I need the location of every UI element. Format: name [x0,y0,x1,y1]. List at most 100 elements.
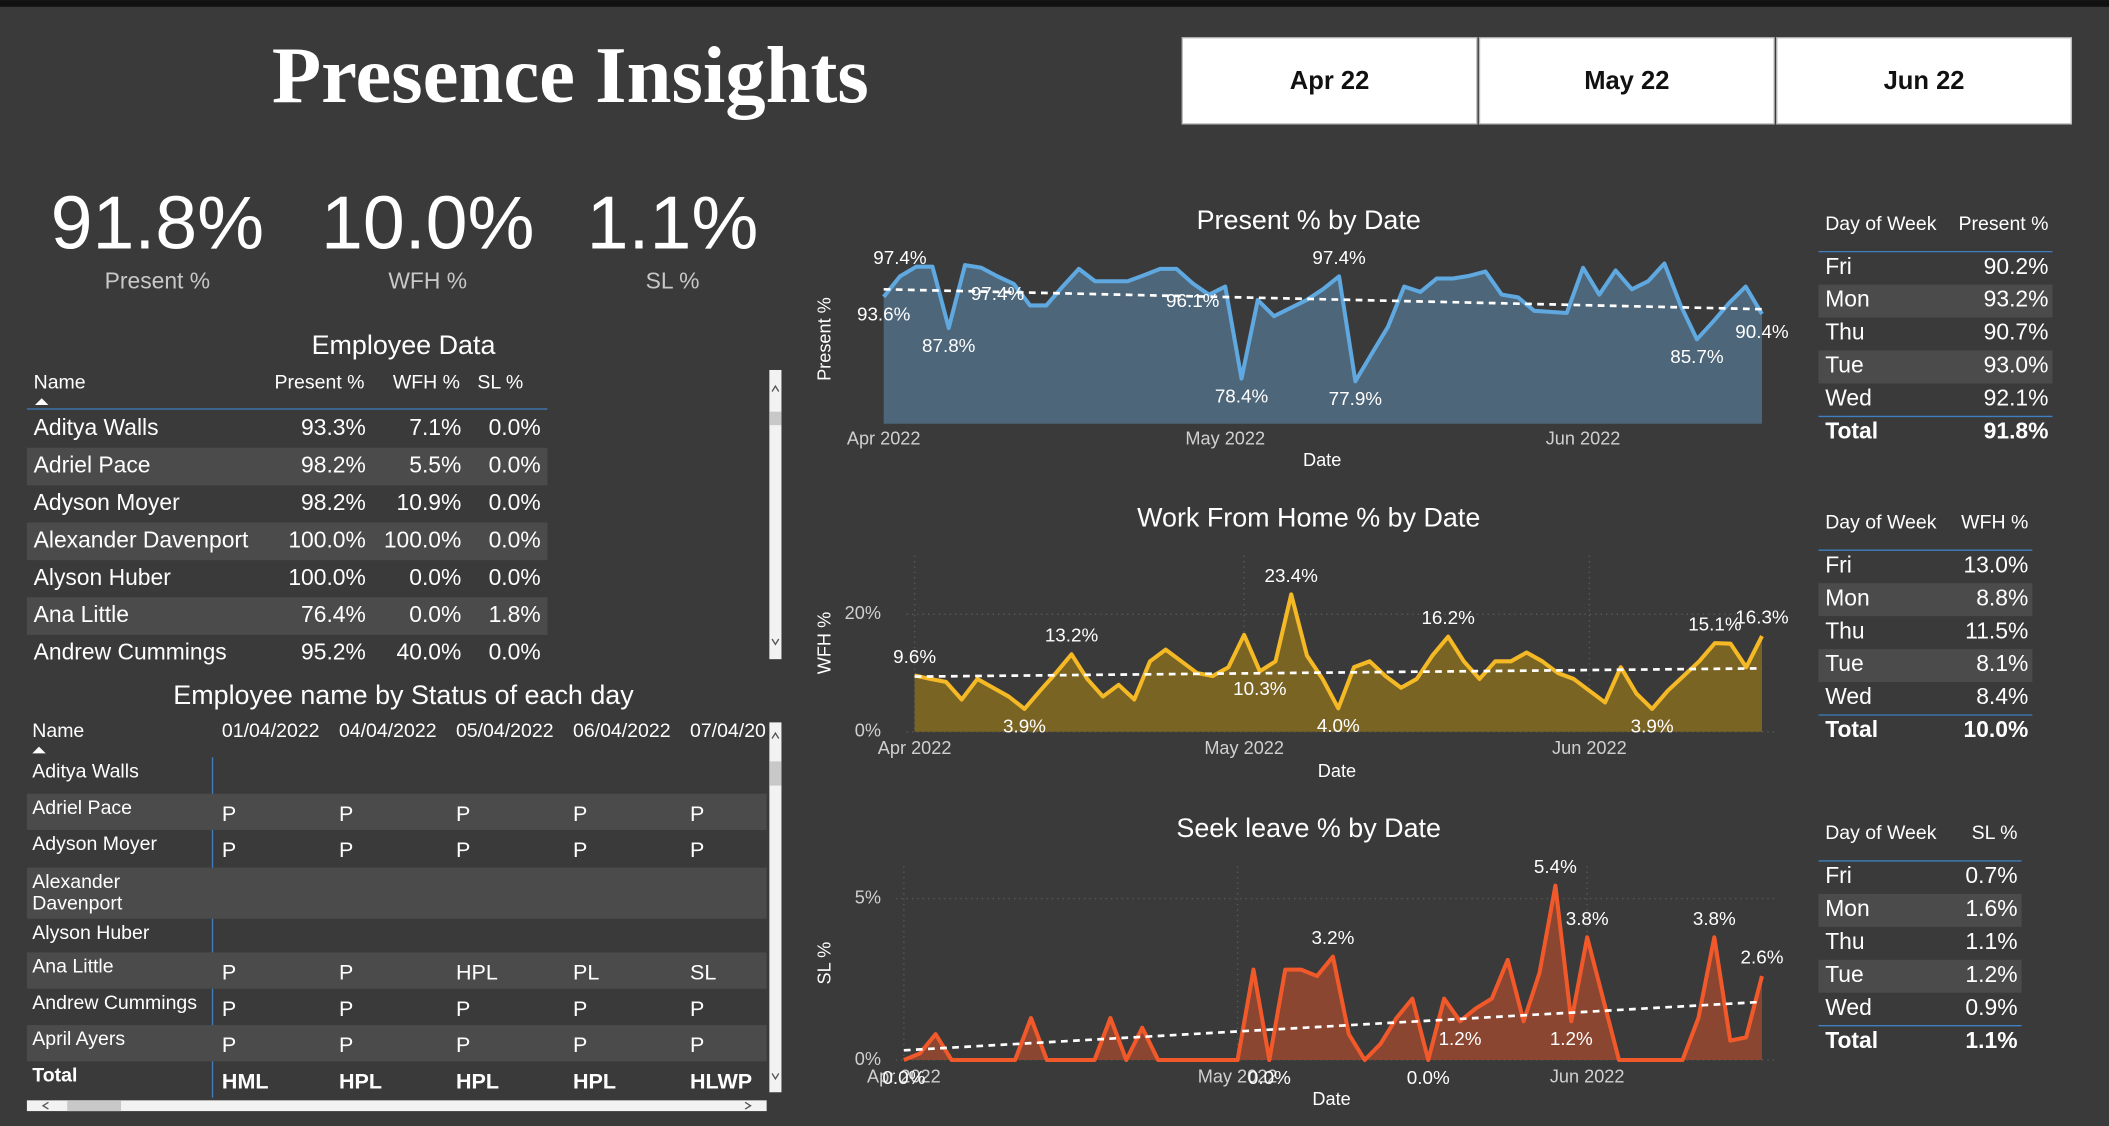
status-cell: P [456,1033,470,1057]
data-label: 13.2% [1045,625,1099,646]
row-band [1818,583,2033,617]
scroll-right[interactable] [744,1101,752,1110]
row-name-text: Aditya Walls [32,761,139,783]
kpi-value: 91.8% [51,181,265,265]
scrollbar[interactable] [769,369,782,660]
status-total: HML [222,1070,269,1094]
y-axis-label: SL % [815,942,835,985]
slicer-button[interactable] [1181,37,1478,125]
cell: 5.5% [409,452,461,478]
cell: 98.2% [301,489,366,515]
chart-title: Work From Home % by Date [1137,502,1480,532]
data-label: 3.2% [1311,927,1354,948]
data-label: 23.4% [1265,565,1319,586]
area [883,263,1762,424]
scroll-up[interactable] [771,384,780,392]
cell: Tue [1825,352,1864,378]
column-header: 06/04/2022 [573,720,671,742]
scrollbar[interactable] [769,722,782,1093]
row-band [26,1025,767,1062]
cell: Fri [1825,862,1852,888]
cell: 10.9% [397,489,462,515]
y-tick-label: 5% [855,887,881,907]
y-tick-label: 20% [845,603,881,623]
data-label: 16.2% [1421,607,1475,628]
line [914,592,1764,711]
row-name-text: Ana Little [32,956,114,978]
row-name: Andrew Cummings [32,992,198,1015]
column-header: Present % [275,372,365,394]
h-scroll-thumb[interactable] [67,1100,122,1112]
cell: 90.7% [1984,319,2049,345]
trend-line [903,1000,1763,1052]
cell: Thu [1825,319,1864,345]
scroll-down[interactable] [771,1073,780,1081]
row-name: Adyson Moyer [32,834,157,856]
data-label: 15.1% [1688,614,1742,635]
data-label: 1.2% [1550,1028,1593,1049]
data-label: 3.9% [1631,716,1674,737]
cell: 100.0% [384,526,462,552]
data-label: 2.6% [1741,947,1784,968]
scroll-down[interactable] [771,638,780,646]
status-cell: P [573,1033,587,1057]
column-header: SL % [1972,822,2018,844]
status-total: HPL [456,1070,499,1094]
status-cell: PL [573,961,599,985]
data-label: 78.4% [1215,385,1269,406]
cell: Thu [1825,928,1864,954]
cell: 8.1% [1976,650,2028,676]
x-tick-label: Apr 2022 [878,738,952,758]
row-band [26,447,548,486]
row-name-text: Andrew Cummings [32,992,198,1015]
cell: 93.0% [1984,352,2049,378]
cell: 0.0% [409,564,461,590]
data-label: 16.3% [1735,607,1789,628]
cell: Fri [1825,551,1852,577]
x-axis-label: Date [1312,1089,1350,1109]
row-band [1818,649,2033,683]
data-label: 9.6% [893,646,936,667]
scroll-up[interactable] [771,731,780,739]
data-label: 3.9% [1003,716,1046,737]
cell: 100.0% [288,526,366,552]
column-header: 07/04/20 [690,720,766,742]
chart-title: Seek leave % by Date [1176,813,1441,843]
total-label: Total [1825,716,1878,742]
cell: 0.9% [1965,994,2017,1020]
area [914,594,1762,732]
cell: 1.2% [1965,961,2017,987]
x-axis-label: Date [1303,450,1341,470]
scroll-left[interactable] [41,1101,49,1110]
trend-line [914,667,1762,678]
status-cell: P [690,802,704,826]
data-label: 0.0% [1407,1067,1450,1088]
total-label: Total [1825,1027,1878,1053]
cell: 11.5% [1965,617,2028,643]
column-header: 04/04/2022 [339,720,437,742]
scroll-thumb[interactable] [769,411,782,426]
top-bar [0,0,2109,7]
cell: 1.8% [489,601,541,627]
data-label: 0.0% [882,1067,925,1088]
slicer-button[interactable] [1776,37,2073,125]
data-label: 93.6% [857,304,911,325]
x-tick-label: May 2022 [1185,429,1265,449]
data-label: 3.8% [1693,908,1736,929]
row-band [26,793,767,830]
cell: 40.0% [397,639,462,665]
status-cell: P [339,1033,353,1057]
cell: Alyson Huber [34,564,172,590]
cell: 95.2% [301,639,366,665]
status-cell: P [339,838,353,862]
slicer-button[interactable] [1478,37,1775,125]
data-label: 4.0% [1317,715,1360,736]
x-tick-label: Jun 2022 [1552,738,1627,758]
row-name: April Ayers [32,1029,125,1051]
x-tick-label: Jun 2022 [1546,429,1621,449]
scroll-thumb[interactable] [769,761,782,786]
row-band [1818,284,2053,318]
h-scrollbar[interactable] [26,1100,767,1112]
total-value: 1.1% [1965,1027,2017,1053]
data-label: 77.9% [1329,388,1383,409]
